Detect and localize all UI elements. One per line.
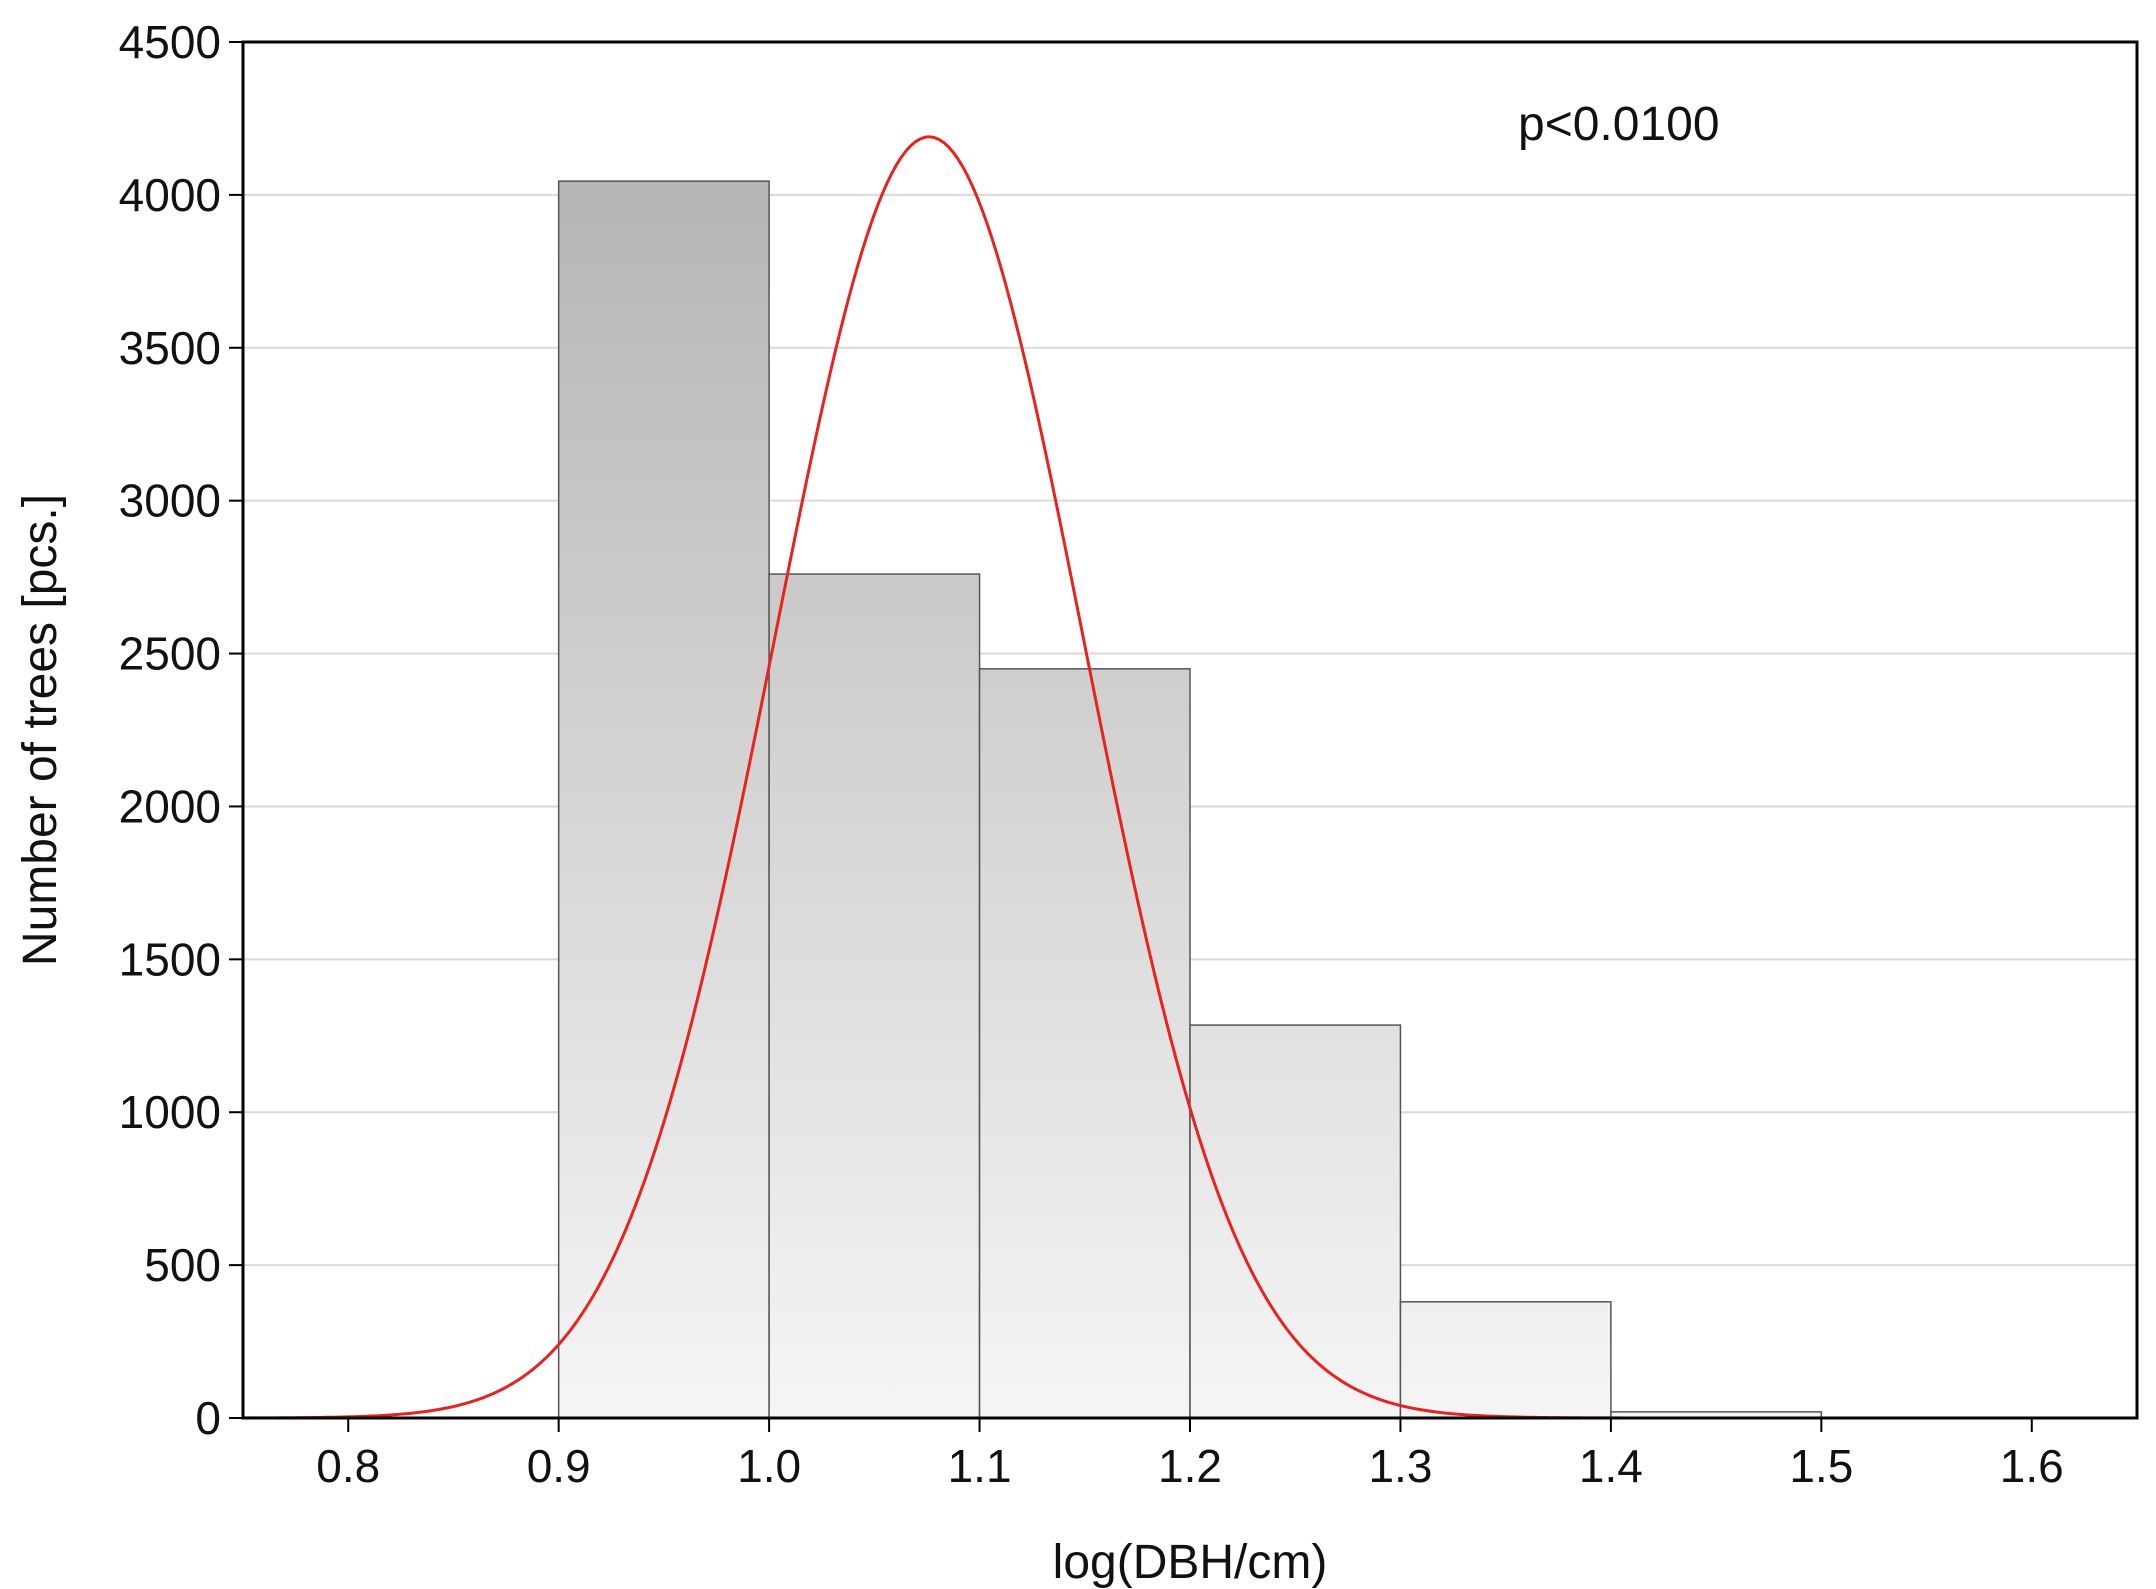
y-tick-label: 2000 bbox=[119, 780, 221, 832]
x-tick-label: 1.2 bbox=[1158, 1440, 1222, 1492]
y-tick-label: 3000 bbox=[119, 475, 221, 527]
x-axis-title: log(DBH/cm) bbox=[1053, 1536, 1328, 1589]
x-tick-label: 1.6 bbox=[2000, 1440, 2064, 1492]
y-tick-label: 2500 bbox=[119, 628, 221, 680]
histogram-bar bbox=[978, 668, 1191, 1419]
y-tick-labels: 0 500 1000 1500 2000 2500 3000 3500 4000 4500 bbox=[119, 16, 221, 1444]
y-tick-label: 1500 bbox=[119, 933, 221, 985]
y-tick-label: 4000 bbox=[119, 169, 221, 221]
x-tick-label: 1.4 bbox=[1579, 1440, 1643, 1492]
x-tick-label: 0.9 bbox=[527, 1440, 591, 1492]
x-tick-label: 0.8 bbox=[316, 1440, 380, 1492]
histogram-bar bbox=[557, 180, 770, 1419]
y-tick-label: 1000 bbox=[119, 1086, 221, 1138]
axis-ticks bbox=[229, 41, 2033, 1432]
y-tick-label: 4500 bbox=[119, 16, 221, 68]
x-tick-label: 1.5 bbox=[1789, 1440, 1853, 1492]
y-tick-label: 3500 bbox=[119, 322, 221, 374]
histogram-bar bbox=[768, 573, 981, 1419]
x-tick-label: 1.0 bbox=[737, 1440, 801, 1492]
p-value-annotation: p<0.0100 bbox=[1518, 98, 1720, 151]
histogram-bar bbox=[1189, 1024, 1402, 1419]
y-tick-label: 500 bbox=[144, 1239, 221, 1291]
x-tick-label: 1.1 bbox=[948, 1440, 1012, 1492]
y-tick-label: 0 bbox=[195, 1392, 221, 1444]
x-tick-labels: 0.8 0.9 1.0 1.1 1.2 1.3 1.4 1.5 1.6 bbox=[316, 1440, 2064, 1492]
histogram-bars bbox=[557, 180, 1823, 1419]
x-tick-label: 1.3 bbox=[1368, 1440, 1432, 1492]
histogram-bar bbox=[1399, 1301, 1612, 1419]
y-axis-title: Number of trees [pcs.] bbox=[14, 494, 67, 966]
